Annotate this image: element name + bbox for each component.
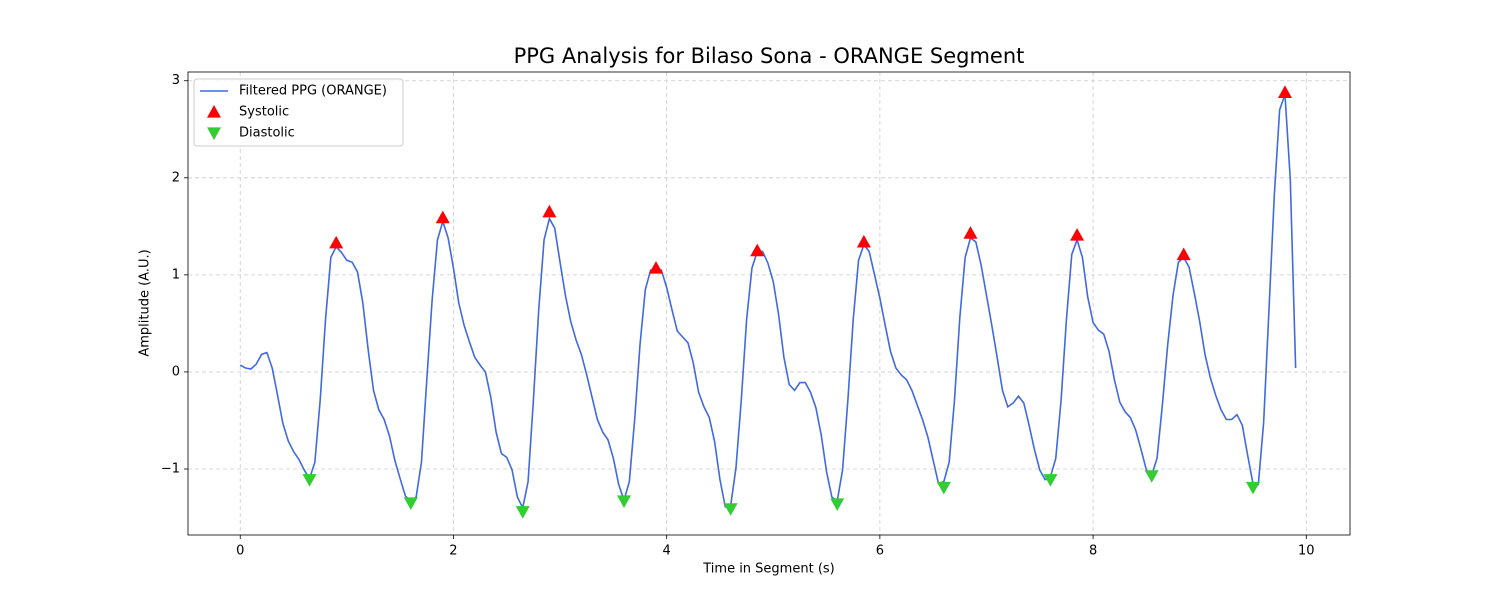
x-tick-label: 2 [449,544,457,559]
x-tick-label: 4 [663,544,671,559]
x-tick-label: 0 [236,544,244,559]
diastolic-marker [515,506,530,519]
legend-box [193,78,404,147]
diastolic-marker [1144,470,1159,483]
y-tick-label: 3 [172,73,180,88]
legend-label: Filtered PPG (ORANGE) [239,84,387,99]
legend-swatch [207,127,221,140]
x-tick-label: 10 [1298,544,1315,559]
diastolic-marker [403,497,418,510]
diastolic-marker [830,498,845,511]
diastolic-marker [1245,481,1260,495]
y-tick-label: −1 [161,461,180,476]
y-tick-label: 1 [172,267,180,282]
diastolic-marker [617,495,632,509]
systolic-marker [1176,247,1191,261]
x-tick-label: 6 [876,544,884,559]
chart-title: PPG Analysis for Bilaso Sona - ORANGE Se… [514,44,1025,68]
systolic-marker [329,235,344,249]
systolic-marker [750,243,765,257]
y-axis-label: Amplitude (A.U.) [138,249,153,356]
ppg-line [239,94,1297,511]
diastolic-marker [936,481,951,495]
systolic-marker [856,234,871,248]
diastolic-marker [302,474,317,487]
systolic-marker [963,226,978,239]
legend-label: Systolic [239,105,289,120]
x-tick-label: 8 [1089,544,1097,559]
y-tick-label: 0 [172,364,180,379]
plot-frame [187,71,1351,536]
systolic-marker [1070,228,1085,241]
systolic-marker [542,204,557,218]
y-tick-label: 2 [172,170,180,185]
x-axis-label: Time in Segment (s) [702,562,834,577]
legend-label: Diastolic [239,126,295,141]
systolic-marker [1277,85,1292,98]
diastolic-marker [723,503,738,516]
legend-swatch [207,105,221,118]
diastolic-marker [1043,474,1058,487]
systolic-marker [435,210,450,224]
systolic-marker [648,261,663,274]
